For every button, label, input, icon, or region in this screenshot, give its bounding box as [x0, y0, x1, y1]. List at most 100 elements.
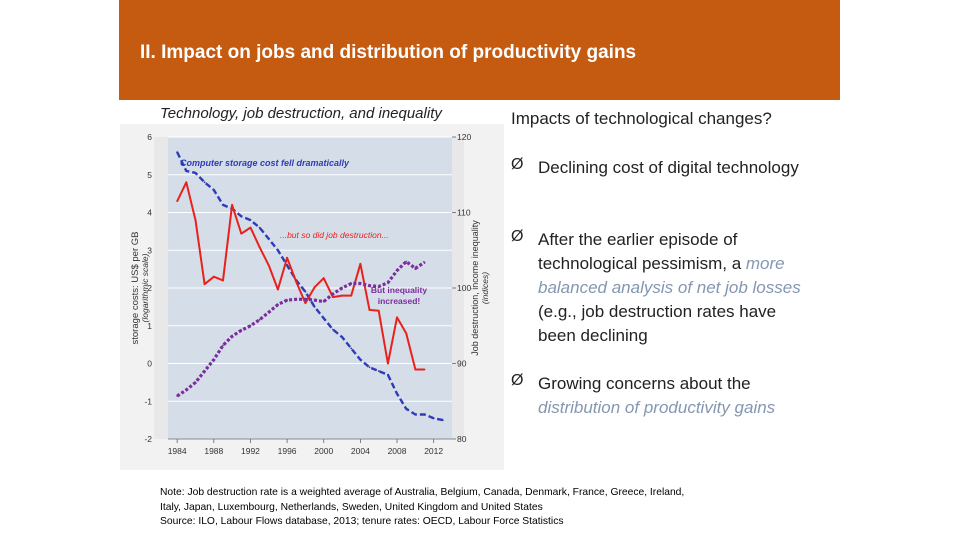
- income-inequality-point: [341, 287, 343, 289]
- income-inequality-point: [185, 389, 188, 391]
- bullet-2-post: (e.g., job destruction rates have been d…: [538, 302, 777, 345]
- arrow-bullet-icon: Ø: [511, 372, 524, 389]
- storage-cost-point: [212, 188, 215, 191]
- storage-cost-point: [377, 370, 380, 372]
- storage-cost-point: [350, 347, 353, 350]
- job-destruction-point: [231, 204, 234, 206]
- left-tick-label: 1: [147, 321, 152, 331]
- income-inequality-point: [350, 282, 353, 285]
- storage-cost-point: [423, 413, 426, 416]
- storage-cost-point: [441, 419, 444, 422]
- storage-cost-point: [240, 215, 243, 218]
- x-tick-label: 1992: [241, 446, 260, 456]
- job-destruction-point: [295, 281, 298, 283]
- income-inequality-point: [240, 329, 243, 332]
- income-inequality-point: [267, 311, 270, 314]
- annotations: Computer storage cost fell dramatically …: [180, 158, 427, 306]
- left-axis-title-group: storage costs: US$ per GB (logarithmic s…: [130, 232, 150, 345]
- income-inequality-point: [222, 344, 224, 347]
- job-destruction-line: [176, 181, 425, 371]
- income-inequality-point: [304, 298, 307, 301]
- bullet-1-text: Declining cost of digital technology: [538, 158, 799, 177]
- income-inequality-point: [295, 298, 298, 301]
- job-destruction-point: [194, 219, 197, 221]
- storage-cost-point: [286, 264, 288, 267]
- footnote-line-1: Note: Job destruction rate is a weighted…: [160, 487, 685, 498]
- right-tick-label: 90: [457, 359, 467, 369]
- bullet-2: Ø After the earlier episode of technolog…: [511, 228, 811, 348]
- left-tick-label: 2: [147, 283, 152, 293]
- income-inequality-point: [212, 358, 215, 361]
- bullet-3-pre: Growing concerns about the: [538, 374, 751, 393]
- job-destruction-point: [359, 262, 362, 265]
- right-tick-label: 120: [457, 132, 471, 142]
- income-inequality-point: [286, 299, 288, 301]
- storage-cost-point: [267, 238, 270, 240]
- job-destruction-point: [286, 256, 288, 259]
- job-destruction-point: [350, 294, 353, 297]
- job-destruction-point: [258, 246, 261, 249]
- bullet-2-pre: After the earlier episode of technologic…: [538, 230, 746, 273]
- storage-cost-point: [185, 170, 188, 172]
- footnote-line-2: Italy, Japan, Luxembourg, Netherlands, S…: [160, 501, 543, 513]
- annotation-inequality-2: increased!: [378, 296, 421, 306]
- right-panel-heading: Impacts of technological changes?: [511, 109, 772, 128]
- arrow-bullet-icon: Ø: [511, 156, 524, 173]
- line-chart: storage costs: US$ per GB (logarithmic s…: [130, 132, 490, 456]
- left-axis-title: storage costs: US$ per GB: [130, 232, 141, 345]
- series-layer: [176, 151, 444, 422]
- income-inequality-line: [176, 260, 426, 398]
- income-inequality-point: [423, 261, 426, 264]
- storage-cost-point: [304, 290, 307, 293]
- title-banner: II. Impact on jobs and distribution of p…: [119, 0, 840, 100]
- storage-cost-point: [341, 336, 343, 338]
- right-axis-title-group: Job destruction, income inequality (indi…: [470, 220, 490, 356]
- left-tick-label: 4: [147, 208, 152, 218]
- x-tick-label: 1996: [278, 446, 297, 456]
- income-inequality-point: [322, 300, 325, 303]
- chart-panel: storage costs: US$ per GB (logarithmic s…: [120, 124, 504, 470]
- income-inequality-point: [386, 281, 389, 284]
- bullet-2-highlight: more balanced analysis of net job losses: [538, 254, 801, 297]
- annotation-jobs: ...but so did job destruction...: [280, 230, 389, 240]
- footnote-line-3: Source: ILO, Labour Flows database, 2013…: [160, 516, 564, 527]
- storage-cost-point: [203, 181, 206, 184]
- income-inequality-point: [194, 381, 197, 384]
- income-inequality-point: [231, 335, 234, 338]
- storage-cost-point: [414, 413, 417, 416]
- job-destruction-point: [405, 332, 408, 335]
- storage-cost-point: [405, 407, 408, 410]
- income-inequality-point: [405, 260, 408, 263]
- job-destruction-point: [414, 368, 417, 371]
- job-destruction-point: [313, 286, 316, 289]
- income-inequality-point: [396, 269, 398, 272]
- job-destruction-point: [176, 200, 179, 203]
- axes: storage costs: US$ per GB (logarithmic s…: [130, 132, 490, 456]
- right-axis-subtitle: (indices): [480, 272, 490, 304]
- left-axis-strip: [154, 137, 168, 439]
- x-tick-label: 2004: [351, 446, 370, 456]
- left-tick-label: 3: [147, 245, 152, 255]
- storage-cost-point: [258, 226, 261, 229]
- job-destruction-point: [249, 226, 252, 229]
- arrow-bullet-icon: Ø: [511, 228, 524, 245]
- income-inequality-point: [332, 293, 334, 295]
- storage-cost-point: [222, 204, 224, 206]
- storage-cost-point: [359, 358, 362, 361]
- storage-cost-point: [386, 373, 389, 376]
- left-tick-label: 6: [147, 132, 152, 142]
- bullet-1: Ø Declining cost of digital technology: [511, 156, 811, 180]
- right-tick-label: 100: [457, 283, 471, 293]
- income-inequality-point: [176, 395, 179, 397]
- left-tick-label: 0: [147, 359, 152, 369]
- job-destruction-point: [185, 181, 188, 184]
- storage-cost-point: [432, 417, 435, 420]
- job-destruction-point: [377, 309, 380, 312]
- footnote: Note: Job destruction rate is a weighted…: [160, 486, 730, 530]
- storage-cost-point: [332, 328, 334, 331]
- storage-cost-point: [368, 366, 371, 369]
- job-destruction-point: [222, 279, 224, 282]
- right-tick-label: 80: [457, 434, 467, 444]
- left-tick-label: -1: [144, 396, 152, 406]
- income-inequality-point: [313, 299, 316, 301]
